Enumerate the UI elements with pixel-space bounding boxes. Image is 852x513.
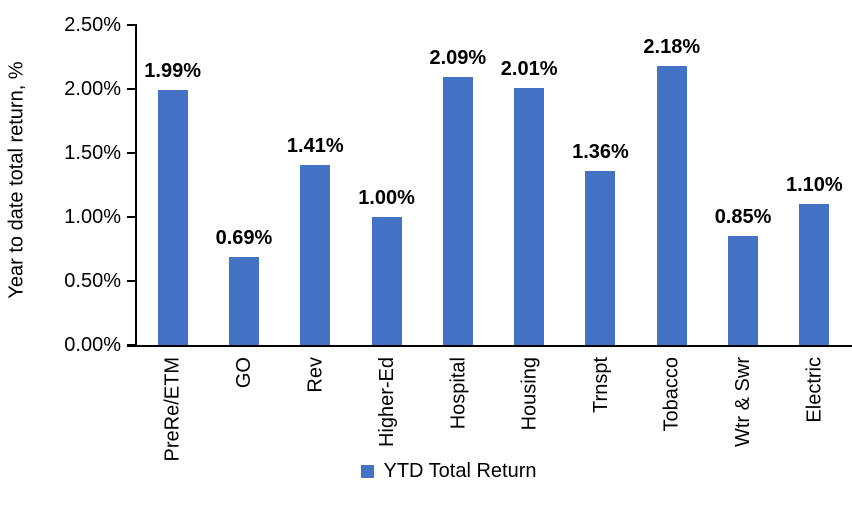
y-tick-mark	[127, 88, 137, 90]
x-category-label: GO	[232, 357, 255, 389]
bar-Trnspt	[585, 170, 616, 345]
legend-series-label: YTD Total Return	[383, 460, 537, 482]
y-tick-mark	[127, 152, 137, 154]
x-category-label: Electric	[803, 357, 826, 423]
bar-value-label: 1.41%	[286, 134, 344, 157]
x-axis-line	[127, 345, 852, 347]
x-category-label: Higher-Ed	[375, 357, 398, 448]
x-category-label: Rev	[304, 357, 327, 393]
x-category-label: Housing	[518, 357, 541, 431]
bar-GO	[228, 256, 259, 345]
bar-value-label: 0.85%	[714, 206, 772, 229]
legend-row: YTD Total Return	[361, 459, 537, 483]
y-tick-label: 1.00%	[64, 206, 121, 228]
bar-Hospital	[442, 77, 473, 345]
bar-value-label: 2.18%	[643, 35, 701, 58]
bar-value-label: 0.69%	[215, 226, 273, 249]
bar-value-label: 1.36%	[572, 140, 629, 163]
bar-value-label: 1.00%	[358, 187, 415, 209]
bar-Housing	[514, 87, 545, 345]
y-tick-mark	[127, 24, 137, 26]
chart-legend: YTD Total Return	[0, 459, 852, 483]
bar-Higher-Ed	[371, 217, 402, 345]
x-category-label: Hospital	[446, 357, 469, 430]
y-axis-line	[135, 24, 137, 347]
bar-value-label: 2.01%	[500, 57, 558, 80]
x-category-label: Wtr & Swr	[732, 357, 755, 447]
x-category-label: Trnspt	[589, 357, 612, 413]
bar-value-label: 1.10%	[785, 174, 843, 197]
plot-area: 1.99% 0.69% 1.41% 1.00% 2.09% 2.01% 1.36% 2.18%…	[127, 24, 852, 347]
x-category-label: PreRe/ETM	[161, 357, 184, 462]
y-tick-label: 2.00%	[64, 78, 121, 100]
y-tick-mark	[127, 280, 137, 282]
y-tick-label: 0.00%	[64, 334, 121, 356]
legend-marker-swatch-icon	[361, 464, 375, 478]
bar-Tobacco	[656, 65, 687, 345]
y-tick-mark	[127, 216, 137, 218]
y-tick-label: 1.50%	[64, 142, 121, 164]
y-tick-label: 0.50%	[64, 270, 121, 292]
y-tick-label: 2.50%	[64, 14, 121, 36]
x-category-label: Tobacco	[660, 357, 683, 432]
bar-value-label: 1.99%	[144, 60, 201, 83]
bar-Electric	[799, 204, 830, 345]
bar-Rev	[300, 164, 331, 345]
bar-value-label: 2.09%	[429, 47, 487, 70]
bar-PreRe/ETM	[157, 90, 188, 345]
bar-Wtr & Swr	[728, 236, 759, 345]
y-tick-mark	[127, 344, 137, 346]
